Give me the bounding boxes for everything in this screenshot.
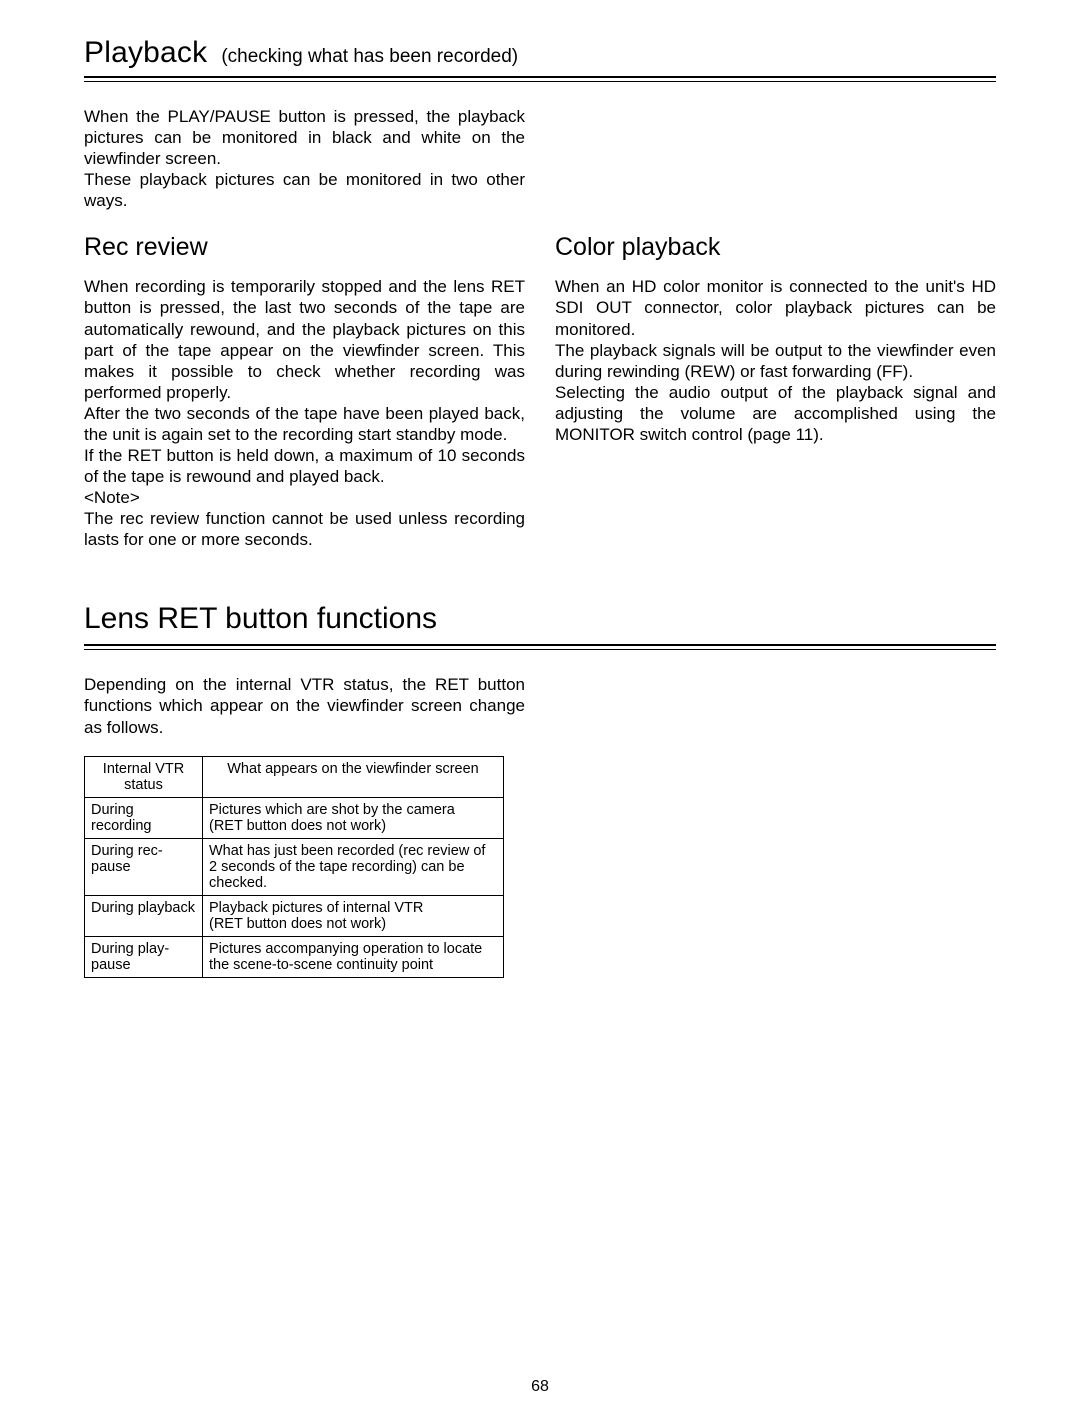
- table-cell-desc: Pictures accompanying operation to locat…: [203, 936, 504, 977]
- page-subtitle: (checking what has been recorded): [221, 46, 518, 68]
- table-cell-desc: Pictures which are shot by the camera (R…: [203, 797, 504, 838]
- rec-review-heading: Rec review: [84, 233, 525, 262]
- lens-ret-heading: Lens RET button functions: [84, 602, 996, 636]
- color-playback-p1: When an HD color monitor is connected to…: [555, 276, 996, 339]
- table-cell-status: During play-pause: [85, 936, 203, 977]
- intro-p1: When the PLAY/PAUSE button is pressed, t…: [84, 106, 525, 169]
- table-header-col2: What appears on the viewfinder screen: [203, 756, 504, 797]
- lens-ret-section: Lens RET button functions Depending on t…: [84, 602, 996, 977]
- table-cell-status: During recording: [85, 797, 203, 838]
- rec-review-p3: If the RET button is held down, a maximu…: [84, 445, 525, 487]
- table-cell-status: During playback: [85, 895, 203, 936]
- color-playback-col: Color playback When an HD color monitor …: [555, 233, 996, 550]
- table-header-row: Internal VTR status What appears on the …: [85, 756, 504, 797]
- double-rule-2: [84, 644, 996, 650]
- intro-col: When the PLAY/PAUSE button is pressed, t…: [84, 106, 525, 233]
- double-rule: [84, 76, 996, 82]
- table-cell-desc: Playback pictures of internal VTR (RET b…: [203, 895, 504, 936]
- page-number: 68: [84, 1378, 996, 1396]
- color-playback-heading: Color playback: [555, 233, 996, 262]
- table-row: During recordingPictures which are shot …: [85, 797, 504, 838]
- table-cell-desc: What has just been recorded (rec review …: [203, 838, 504, 895]
- rec-review-col: Rec review When recording is temporarily…: [84, 233, 525, 550]
- rec-review-note-body: The rec review function cannot be used u…: [84, 508, 525, 550]
- lens-ret-intro: Depending on the internal VTR status, th…: [84, 674, 525, 737]
- vtr-status-table: Internal VTR status What appears on the …: [84, 756, 504, 978]
- intro-p2: These playback pictures can be monitored…: [84, 169, 525, 211]
- page-title-row: Playback (checking what has been recorde…: [84, 36, 996, 70]
- color-playback-p3: Selecting the audio output of the playba…: [555, 382, 996, 445]
- rec-review-note-label: <Note>: [84, 487, 525, 508]
- rec-review-p2: After the two seconds of the tape have b…: [84, 403, 525, 445]
- table-cell-status: During rec-pause: [85, 838, 203, 895]
- lens-ret-row: Depending on the internal VTR status, th…: [84, 674, 996, 977]
- playback-columns: Rec review When recording is temporarily…: [84, 233, 996, 550]
- table-row: During play-pausePictures accompanying o…: [85, 936, 504, 977]
- page-title: Playback: [84, 36, 207, 70]
- table-header-col1: Internal VTR status: [85, 756, 203, 797]
- rec-review-p1: When recording is temporarily stopped an…: [84, 276, 525, 402]
- intro-col-spacer: [555, 106, 996, 233]
- lens-ret-col: Depending on the internal VTR status, th…: [84, 674, 525, 977]
- intro-row: When the PLAY/PAUSE button is pressed, t…: [84, 106, 996, 233]
- color-playback-p2: The playback signals will be output to t…: [555, 340, 996, 382]
- vtr-table-body: During recordingPictures which are shot …: [85, 797, 504, 977]
- lens-ret-col-spacer: [555, 674, 996, 977]
- table-row: During rec-pauseWhat has just been recor…: [85, 838, 504, 895]
- table-row: During playbackPlayback pictures of inte…: [85, 895, 504, 936]
